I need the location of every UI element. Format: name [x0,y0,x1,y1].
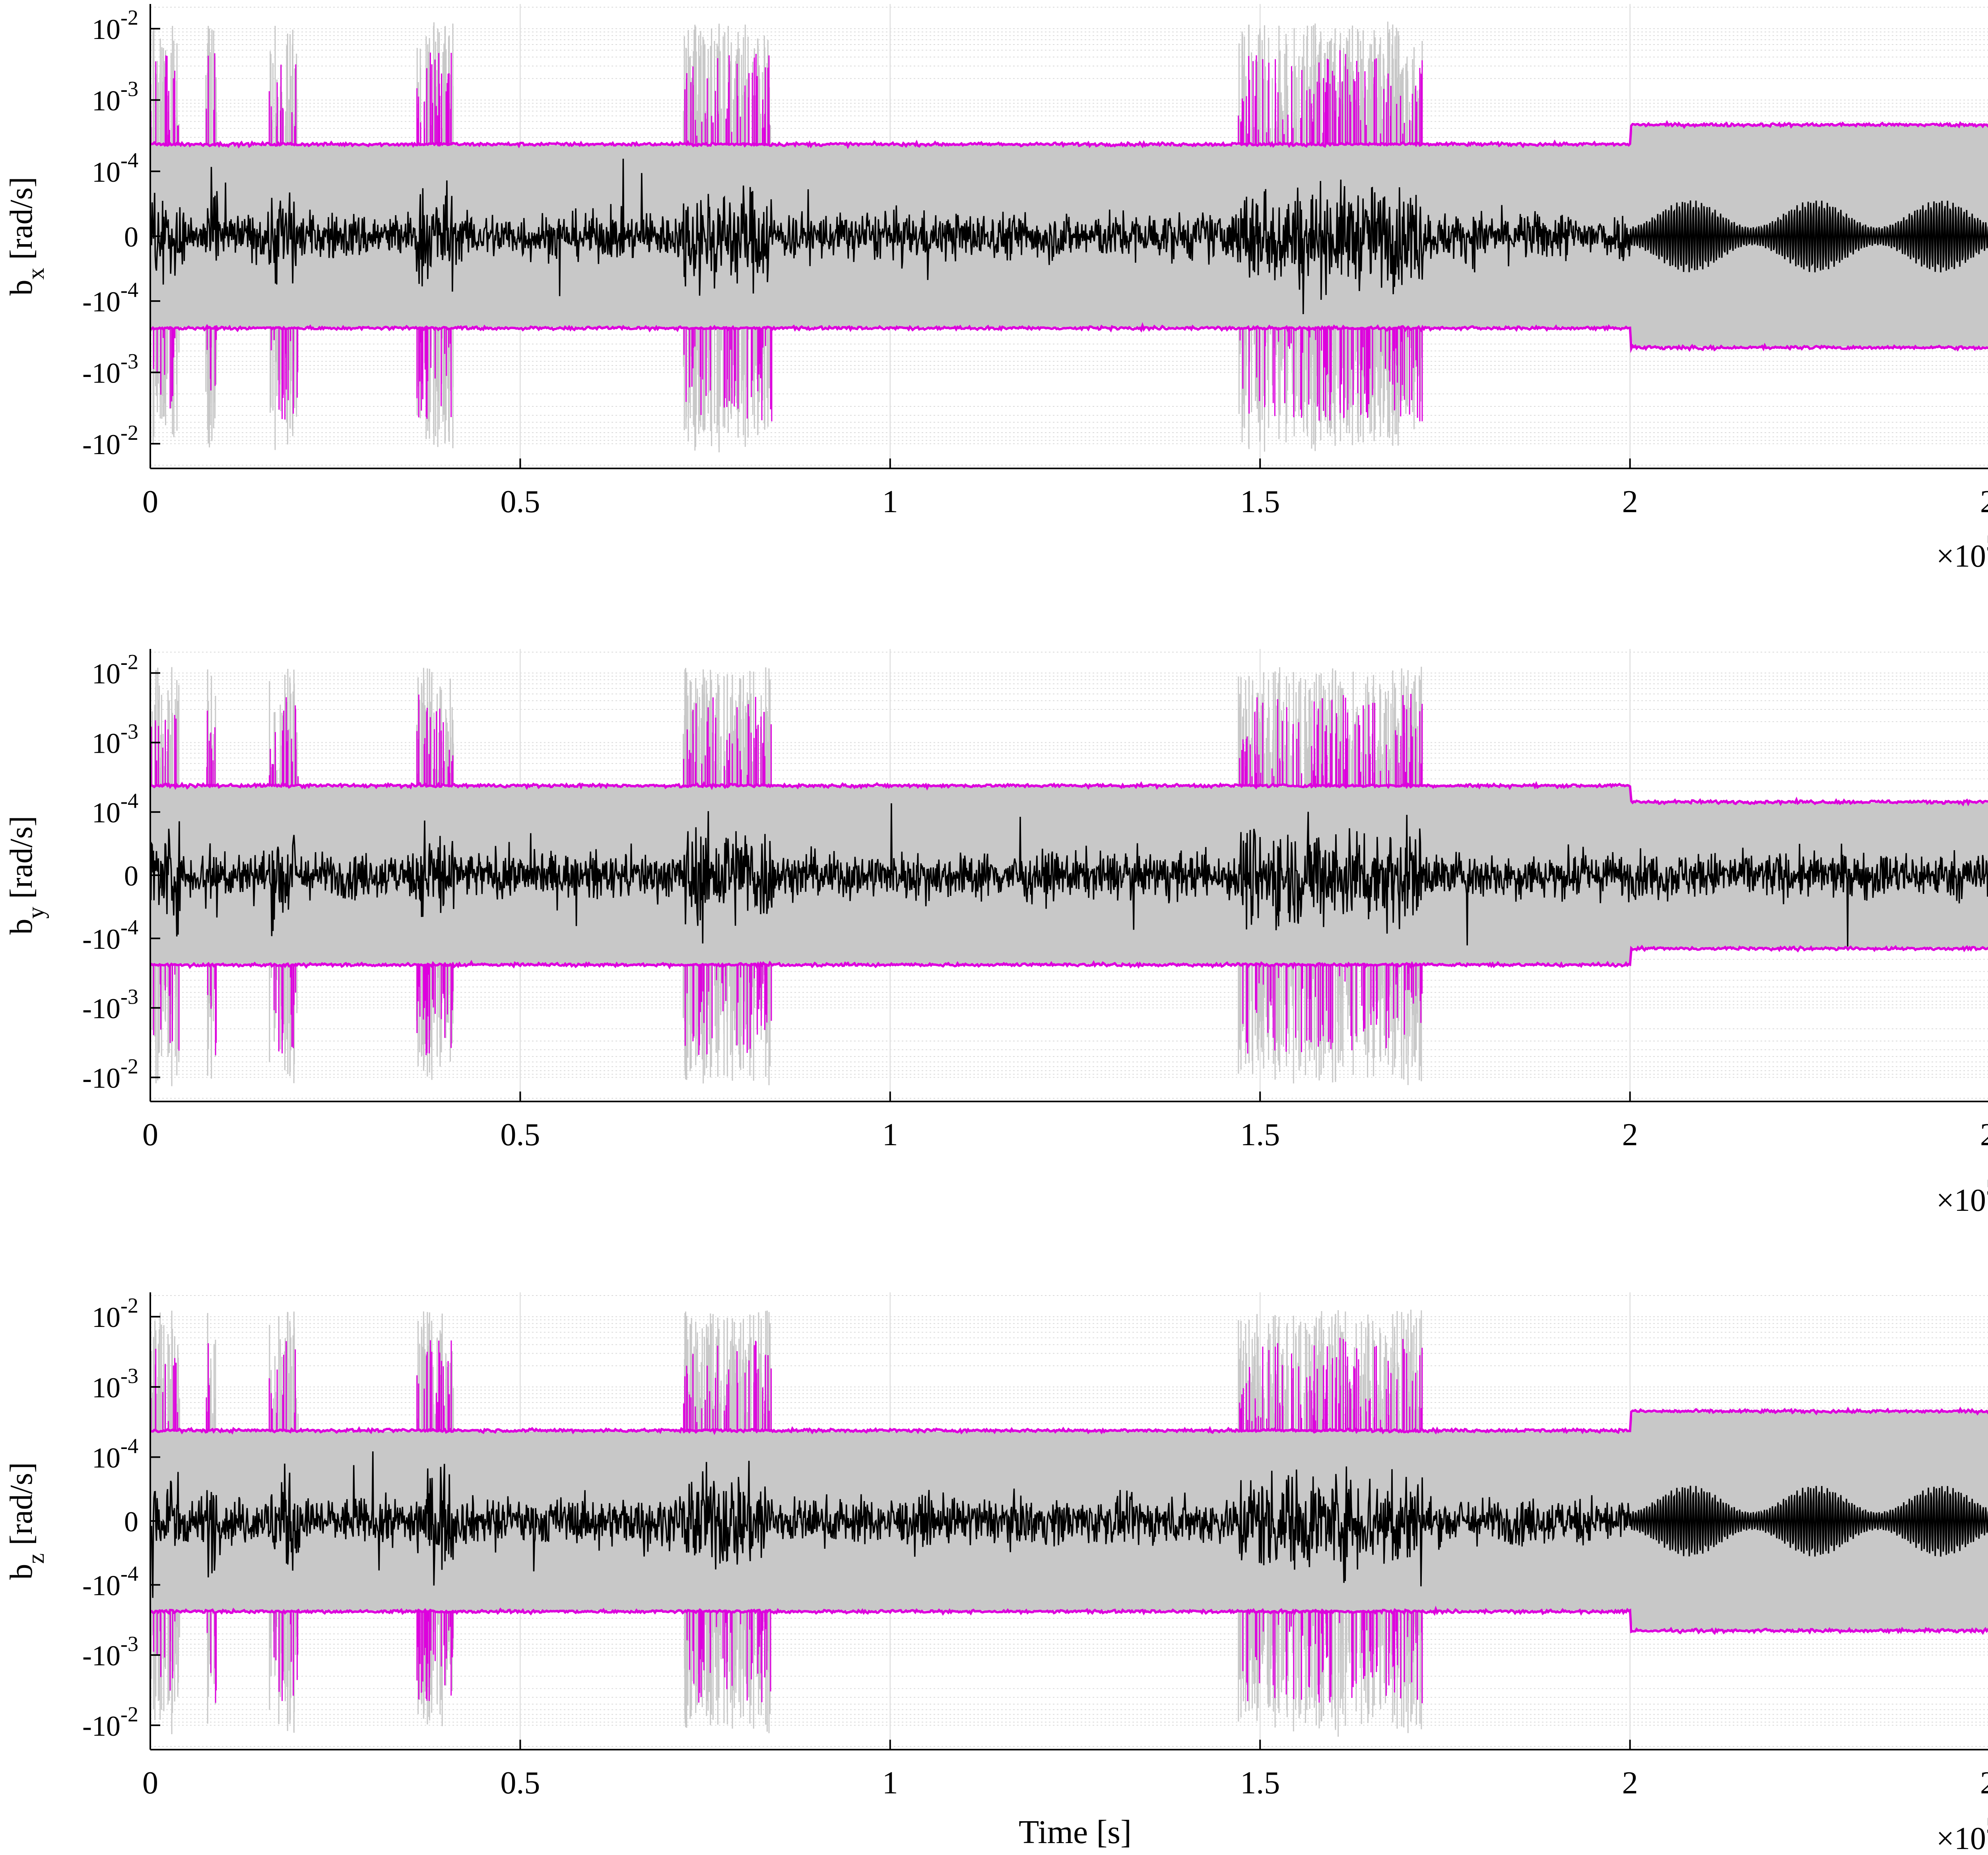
y-tick-label: 0 [124,221,138,253]
axes: 10-210-310-40-10-4-10-3-10-200.511.522.5… [82,1292,1988,1855]
y-tick-label: 10-2 [92,650,138,690]
x-tick-label: 2 [1622,1117,1638,1152]
y-tick-label: -10-2 [82,421,138,460]
y-tick-label: 10-2 [92,6,138,45]
series-estimate [149,159,1988,315]
x-tick-label: 2 [1622,484,1638,519]
x-multiplier: ×105 [1936,530,1988,574]
y-tick-label: 10-4 [92,789,138,829]
y-tick-label: -10-2 [82,1054,138,1094]
x-tick-label: 0 [142,1117,158,1152]
y-tick-label: 10-3 [92,1364,138,1404]
x-multiplier: ×105 [1936,1174,1988,1218]
x-tick-label: 0.5 [500,1117,540,1152]
y-axis-label: bz [rad/s] [4,1462,49,1579]
x-tick-label: 2.5 [1980,1117,1988,1152]
series-bounds [150,1338,1988,1703]
x-tick-label: 2 [1622,1766,1638,1801]
subplot-x: 10-210-310-40-10-4-10-3-10-200.511.522.5… [4,4,1988,574]
x-tick-label: 1 [882,1117,898,1152]
x-tick-label: 1 [882,1766,898,1801]
y-tick-label: 0 [124,860,138,892]
subplot-z: 10-210-310-40-10-4-10-3-10-200.511.522.5… [4,1292,1988,1855]
x-tick-label: 1.5 [1240,1766,1280,1801]
y-tick-label: 10-2 [92,1294,138,1333]
x-tick-label: 1.5 [1240,484,1280,519]
y-tick-label: -10-3 [82,985,138,1025]
y-axis-label: bx [rad/s] [4,177,49,296]
x-axis-label: Time [s] [1019,1814,1132,1851]
y-tick-label: -10-4 [82,278,138,318]
x-tick-label: 0 [142,484,158,519]
y-tick-label: -10-3 [82,1632,138,1672]
y-tick-label: -10-2 [82,1702,138,1742]
x-tick-label: 2.5 [1980,484,1988,519]
x-tick-label: 1.5 [1240,1117,1280,1152]
y-tick-label: 0 [124,1506,138,1538]
series-bounds [149,694,1988,1055]
y-tick-label: 10-3 [92,77,138,117]
x-multiplier: ×105 [1936,1812,1988,1855]
subplot-y: 10-210-310-40-10-4-10-3-10-200.511.522.5… [4,649,1988,1218]
x-tick-label: 0 [142,1766,158,1801]
y-tick-label: -10-4 [82,915,138,955]
series-estimate [149,803,1988,947]
y-tick-label: -10-3 [82,349,138,389]
x-tick-label: 1 [882,484,898,519]
x-tick-label: 0.5 [500,1766,540,1801]
y-tick-label: 10-4 [92,1434,138,1474]
axes: 10-210-310-40-10-4-10-3-10-200.511.522.5… [82,4,1988,574]
y-tick-label: 10-3 [92,719,138,759]
y-axis-label: by [rad/s] [4,816,49,935]
series-estimate [149,1451,1988,1598]
x-tick-label: 2.5 [1980,1766,1988,1801]
x-tick-label: 0.5 [500,484,540,519]
y-tick-label: 10-4 [92,148,138,188]
series-bounds [150,50,1988,422]
axes: 10-210-310-40-10-4-10-3-10-200.511.522.5… [82,649,1988,1218]
y-tick-label: -10-4 [82,1562,138,1602]
